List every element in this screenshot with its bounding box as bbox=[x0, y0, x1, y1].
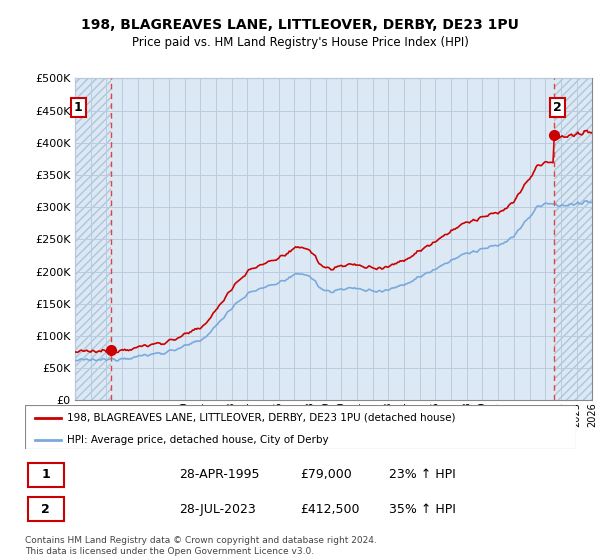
Text: 2: 2 bbox=[553, 101, 562, 114]
Text: £79,000: £79,000 bbox=[301, 468, 352, 481]
Text: 23% ↑ HPI: 23% ↑ HPI bbox=[389, 468, 455, 481]
Text: HPI: Average price, detached house, City of Derby: HPI: Average price, detached house, City… bbox=[67, 435, 328, 445]
Text: 198, BLAGREAVES LANE, LITTLEOVER, DERBY, DE23 1PU: 198, BLAGREAVES LANE, LITTLEOVER, DERBY,… bbox=[81, 18, 519, 32]
Text: Contains HM Land Registry data © Crown copyright and database right 2024.
This d: Contains HM Land Registry data © Crown c… bbox=[25, 536, 377, 556]
Text: 28-APR-1995: 28-APR-1995 bbox=[179, 468, 260, 481]
Bar bbox=[75, 78, 112, 400]
Bar bbox=[554, 78, 592, 400]
Text: 198, BLAGREAVES LANE, LITTLEOVER, DERBY, DE23 1PU (detached house): 198, BLAGREAVES LANE, LITTLEOVER, DERBY,… bbox=[67, 413, 455, 423]
Text: 35% ↑ HPI: 35% ↑ HPI bbox=[389, 502, 455, 516]
Bar bbox=[28, 463, 64, 487]
Text: £412,500: £412,500 bbox=[301, 502, 360, 516]
Bar bbox=[28, 497, 64, 521]
Text: 28-JUL-2023: 28-JUL-2023 bbox=[179, 502, 256, 516]
Text: 1: 1 bbox=[74, 101, 83, 114]
Text: 2: 2 bbox=[41, 502, 50, 516]
Text: Price paid vs. HM Land Registry's House Price Index (HPI): Price paid vs. HM Land Registry's House … bbox=[131, 36, 469, 49]
Text: 1: 1 bbox=[41, 468, 50, 481]
